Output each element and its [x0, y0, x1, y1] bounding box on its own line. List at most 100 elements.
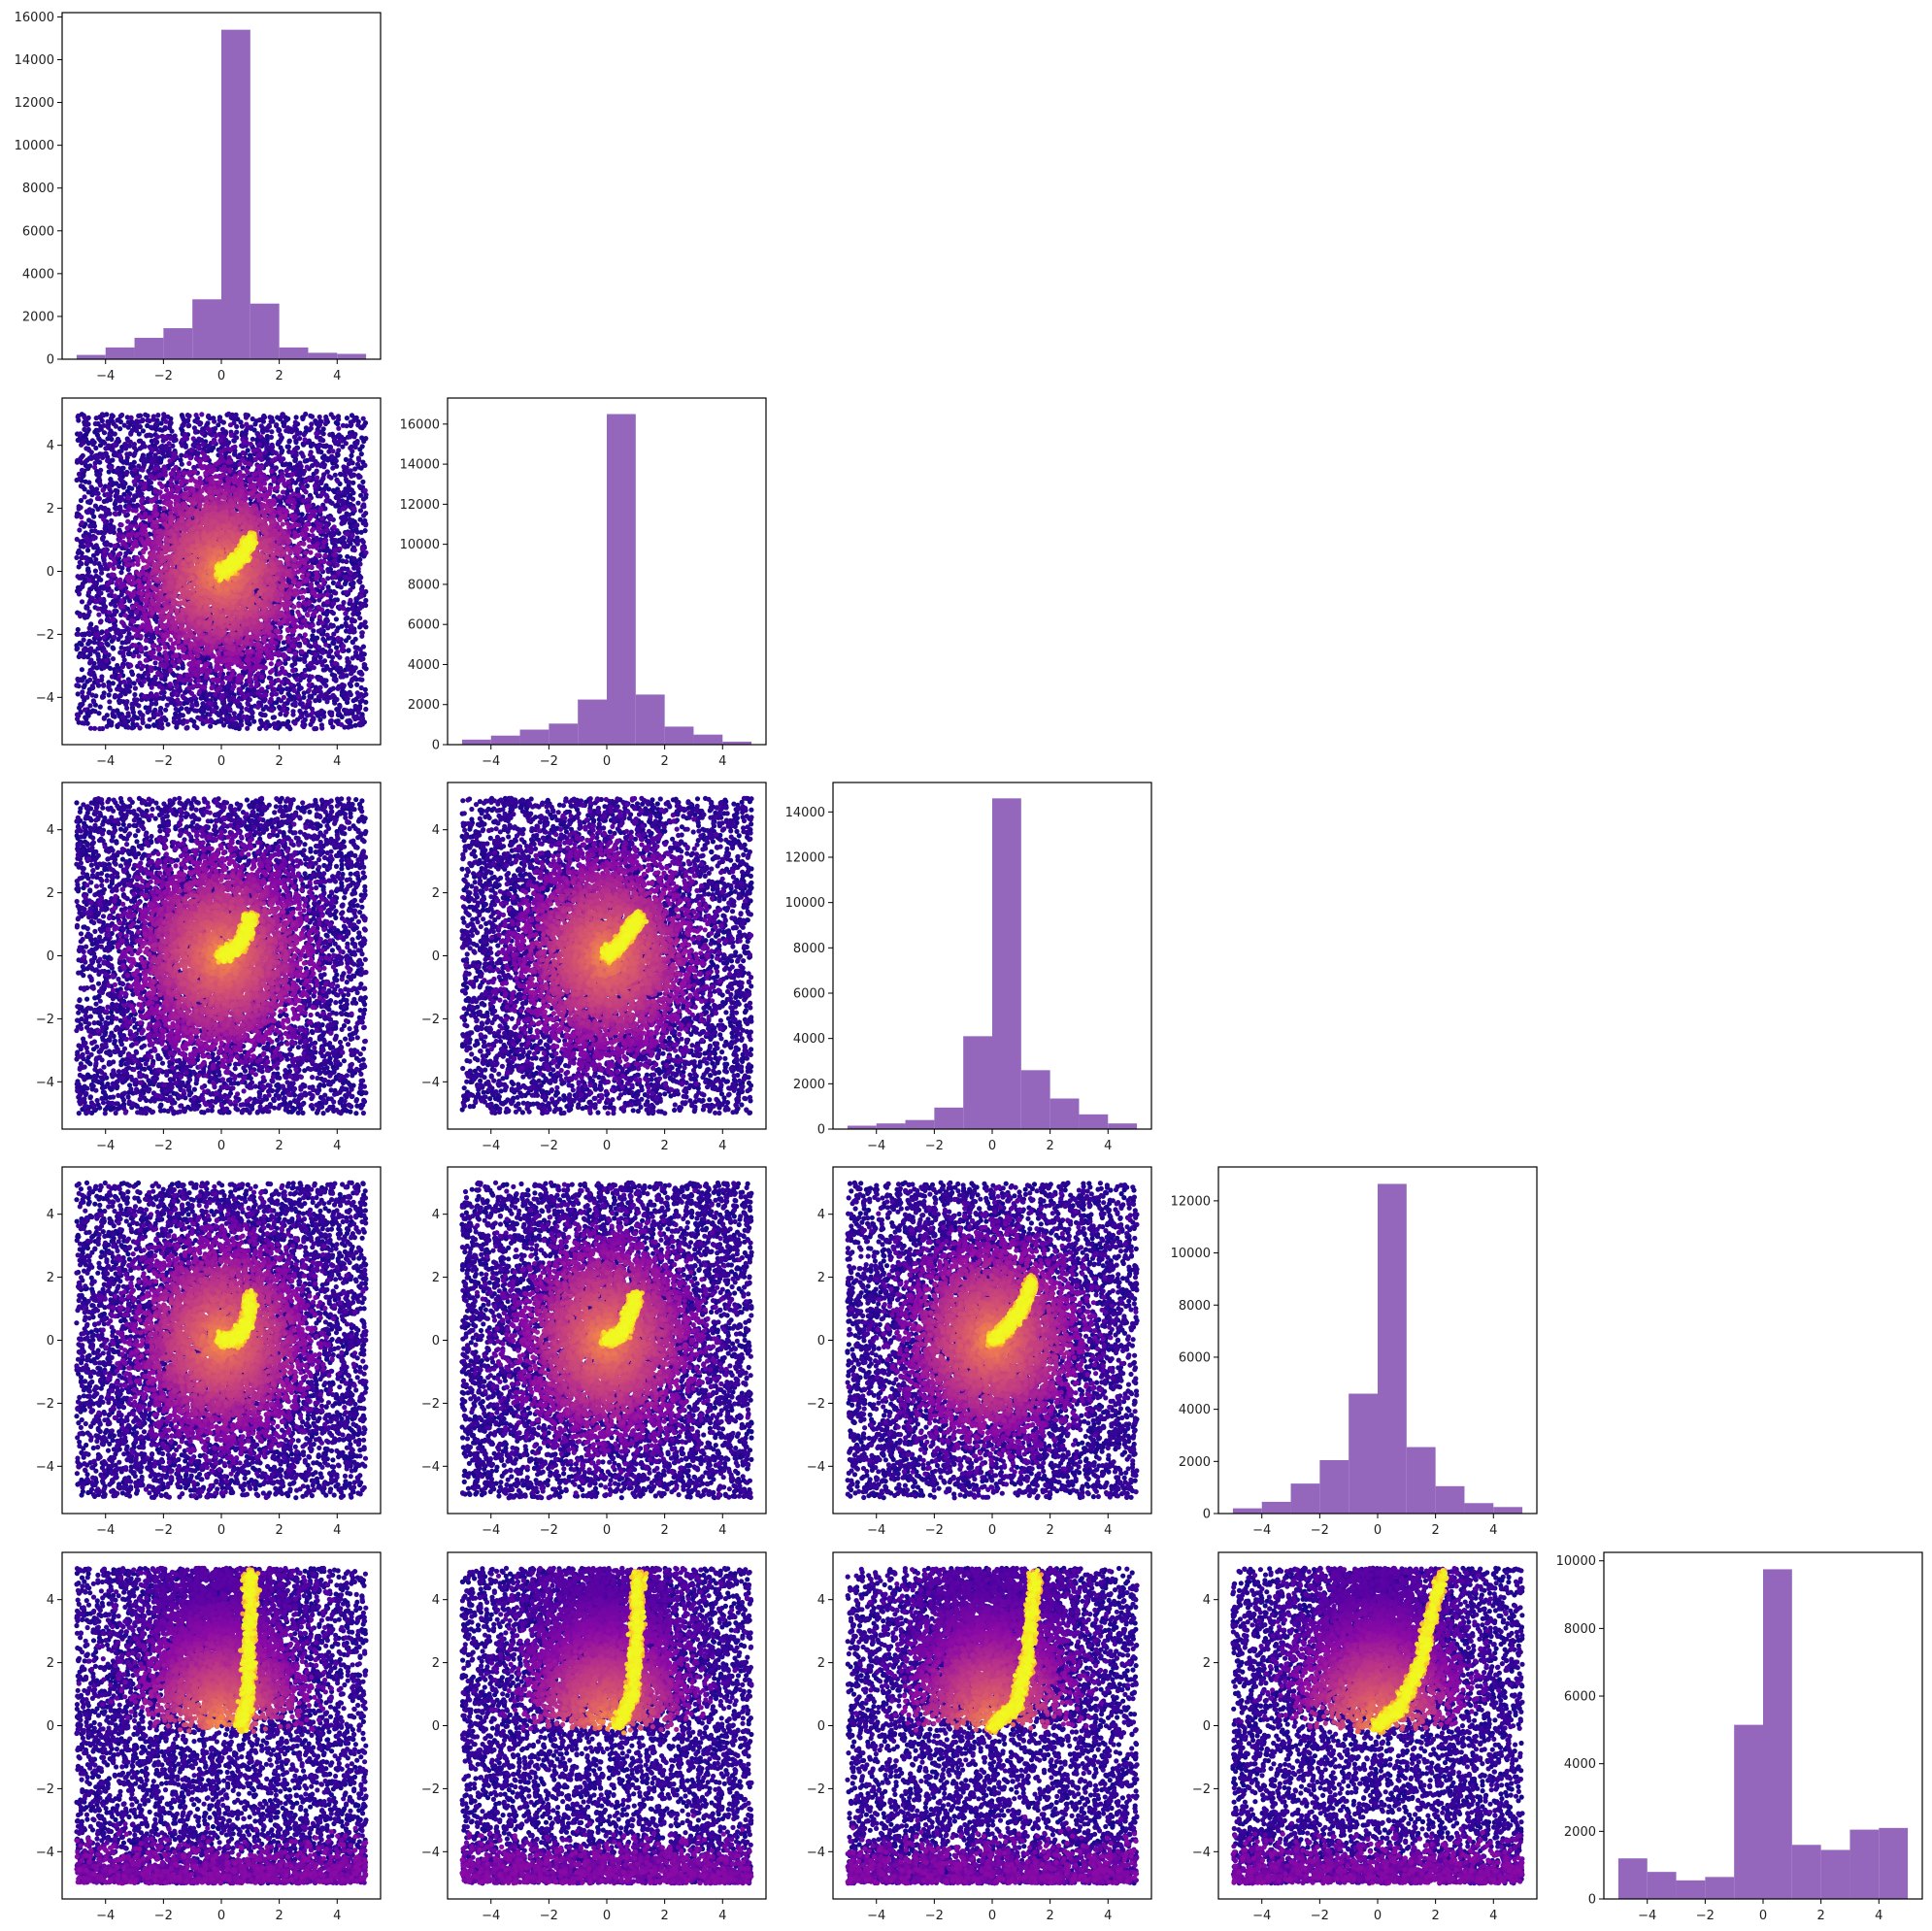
histogram-4-bar	[1849, 1830, 1879, 1899]
scatter-panel-1-0: −4 −2 0 2 4−4−2024	[36, 412, 369, 769]
histogram-4-bar	[1648, 1872, 1677, 1899]
histogram-1-ytick-label: 8000	[408, 578, 440, 592]
histogram-1-ytick-label: 16000	[400, 417, 440, 432]
histogram-2-bar	[906, 1120, 935, 1129]
histogram-3-bar	[1262, 1502, 1291, 1514]
histogram-1-bar	[549, 723, 578, 745]
histogram-3-ytick-label: 10000	[1171, 1247, 1211, 1261]
histogram-2-bar	[1079, 1115, 1108, 1129]
histogram-0-ytick-label: 16000	[15, 11, 54, 25]
histogram-0-xtick-label: 2	[275, 369, 283, 383]
scatter-panel-1-0-point	[360, 444, 365, 449]
histogram-1-bar	[491, 736, 520, 745]
histogram-4-xtick-label: −2	[1696, 1909, 1715, 1923]
histogram-2-bar	[1021, 1070, 1050, 1129]
histogram-1-ytick-label: 14000	[400, 458, 440, 473]
histogram-4-ytick-label: 0	[1588, 1893, 1596, 1908]
histogram-2-xtick-label: −4	[867, 1139, 885, 1153]
histogram-4-xtick-label: 2	[1816, 1909, 1824, 1923]
histogram-3-xtick-label: −4	[1252, 1523, 1271, 1538]
histogram-0-bar	[250, 304, 280, 359]
histogram-1-ytick-label: 12000	[400, 498, 440, 513]
histogram-1-xtick-label: 0	[603, 754, 611, 769]
histogram-2-bar	[934, 1108, 963, 1129]
histogram-2-xtick-label: −2	[925, 1139, 944, 1153]
histogram-3-bar	[1291, 1483, 1320, 1514]
histogram-4-bar	[1677, 1881, 1706, 1899]
histogram-0-xtick-label: −2	[154, 369, 173, 383]
histogram-0-ytick-label: 14000	[15, 53, 54, 68]
histogram-3-ytick-label: 6000	[1179, 1350, 1211, 1365]
histogram-2-bar	[877, 1123, 906, 1129]
histogram-0-bar	[77, 355, 106, 359]
histogram-2-ytick-label: 0	[817, 1123, 825, 1138]
histogram-3-ytick-label: 0	[1203, 1508, 1211, 1522]
histogram-0: −4 −2 0 2 4020004000600080001000012000140001…	[15, 11, 366, 383]
histogram-4-ytick-label: 8000	[1564, 1622, 1596, 1637]
histogram-1: −4 −2 0 2 4020004000600080001000012000140001…	[400, 415, 751, 769]
scatter-panel-1-0-point	[334, 646, 339, 650]
scatter-panel-1-0-point	[85, 548, 90, 552]
histogram-3-ytick-label: 12000	[1171, 1194, 1211, 1209]
histogram-2-bar	[963, 1036, 992, 1129]
histogram-0-bar	[280, 348, 309, 359]
histogram-0-bar	[221, 30, 250, 359]
histogram-0-bar	[135, 338, 164, 359]
histogram-1-ytick-label: 10000	[400, 538, 440, 552]
histogram-0-bar	[106, 348, 135, 359]
histogram-1-bar	[520, 730, 550, 745]
histogram-3-bar	[1407, 1448, 1436, 1514]
histogram-4-bar	[1618, 1858, 1648, 1899]
scatter-panel-1-0-point	[76, 627, 81, 632]
histogram-1-xtick-label: −2	[540, 754, 558, 769]
histogram-1-bar	[607, 415, 636, 745]
histogram-0-ytick-label: 2000	[22, 310, 54, 324]
histogram-0-ytick-label: 4000	[22, 267, 54, 282]
histogram-4-ytick-label: 6000	[1564, 1690, 1596, 1705]
histogram-3-bar	[1464, 1503, 1493, 1514]
histogram-0-bar	[163, 328, 192, 359]
histogram-1-xtick-label: 4	[718, 754, 726, 769]
histogram-3-xtick-label: 4	[1489, 1523, 1497, 1538]
histogram-3-xtick-label: −2	[1311, 1523, 1329, 1538]
histogram-4-bar	[1792, 1845, 1821, 1899]
histogram-1-ytick-label: 2000	[408, 698, 440, 713]
histogram-3-bar	[1319, 1460, 1349, 1514]
histogram-3-xtick-label: 2	[1431, 1523, 1439, 1538]
histogram-0-xtick-label: 0	[217, 369, 225, 383]
histogram-3-bar	[1349, 1394, 1378, 1514]
histogram-4-ytick-label: 4000	[1564, 1757, 1596, 1772]
histogram-3-ytick-label: 2000	[1179, 1455, 1211, 1470]
histogram-2-ytick-label: 10000	[785, 896, 825, 911]
histogram-3-ytick-label: 4000	[1179, 1403, 1211, 1417]
histogram-1-bar	[636, 694, 665, 745]
histogram-2-ytick-label: 2000	[793, 1078, 825, 1092]
histogram-0-xtick-label: −4	[96, 369, 115, 383]
histogram-0-ytick-label: 8000	[22, 182, 54, 196]
histogram-4-xtick-label: 0	[1759, 1909, 1767, 1923]
histogram-4-ytick-label: 10000	[1556, 1554, 1596, 1569]
histogram-2-bar	[1050, 1099, 1080, 1130]
histogram-3-bar	[1493, 1507, 1522, 1514]
histogram-3-bar	[1233, 1509, 1262, 1514]
histogram-1-ytick-label: 6000	[408, 618, 440, 633]
histogram-4-ytick-label: 2000	[1564, 1825, 1596, 1840]
histogram-1-xtick-label: 2	[660, 754, 668, 769]
histogram-1-ytick-label: 4000	[408, 658, 440, 673]
histogram-0-ytick-label: 0	[47, 353, 54, 368]
histogram-2-ytick-label: 6000	[793, 987, 825, 1002]
histogram-2-ytick-label: 4000	[793, 1032, 825, 1047]
histogram-1-xtick-label: −4	[482, 754, 500, 769]
histogram-0-bar	[308, 352, 337, 359]
histogram-2-xtick-label: 4	[1104, 1139, 1112, 1153]
histogram-0-xtick-label: 4	[333, 369, 341, 383]
histogram-2-ytick-label: 8000	[793, 942, 825, 956]
histogram-0-ytick-label: 10000	[15, 139, 54, 153]
histogram-4-xtick-label: −4	[1638, 1909, 1656, 1923]
histogram-2-xtick-label: 0	[988, 1139, 996, 1153]
histogram-2-bar	[992, 798, 1021, 1129]
histogram-0-ytick-label: 6000	[22, 224, 54, 239]
corner-plot: −4 −2 0 2 4020004000600080001000012000140001…	[0, 0, 1932, 1931]
